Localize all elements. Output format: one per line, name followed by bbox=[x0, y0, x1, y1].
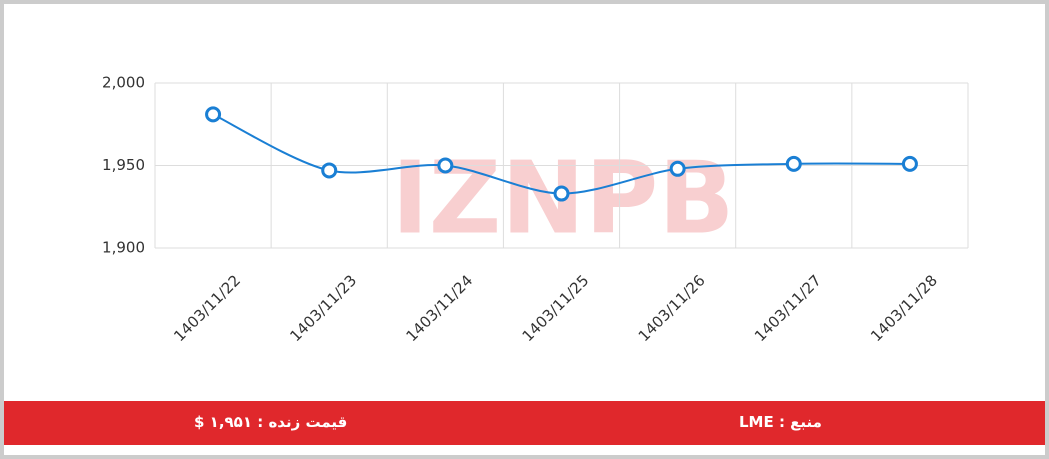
point bbox=[321, 162, 338, 179]
x-tick-label: 1403/11/24 bbox=[402, 271, 476, 345]
source: منبع : LME bbox=[739, 413, 822, 431]
y-tick-label: 1,950 bbox=[102, 156, 145, 174]
point bbox=[205, 106, 222, 123]
x-tick-label: 1403/11/25 bbox=[519, 271, 593, 345]
point bbox=[437, 157, 454, 174]
x-tick-label: 1403/11/23 bbox=[286, 271, 360, 345]
point bbox=[553, 185, 570, 202]
live-price: قیمت زنده : ۱,۹۵۱ $ bbox=[194, 413, 348, 431]
x-tick-label: 1403/11/28 bbox=[867, 271, 941, 345]
point bbox=[669, 160, 686, 177]
x-tick-label: 1403/11/22 bbox=[170, 271, 244, 345]
footer-bar: قیمت زنده : ۱,۹۵۱ $ منبع : LME bbox=[4, 401, 1045, 445]
point bbox=[901, 155, 918, 172]
y-tick-label: 1,900 bbox=[102, 239, 145, 257]
point bbox=[785, 155, 802, 172]
y-tick-label: 2,000 bbox=[102, 74, 145, 92]
x-tick-label: 1403/11/27 bbox=[751, 271, 825, 345]
x-tick-label: 1403/11/26 bbox=[635, 271, 709, 345]
